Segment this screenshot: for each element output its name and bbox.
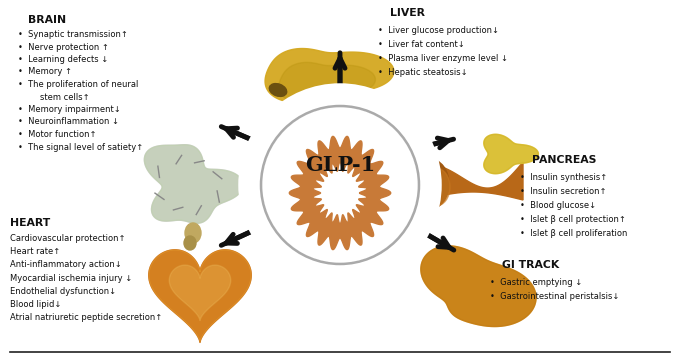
- Text: Atrial natriuretic peptide secretion↑: Atrial natriuretic peptide secretion↑: [10, 313, 163, 322]
- Text: •  Memory impairment↓: • Memory impairment↓: [18, 105, 121, 114]
- Polygon shape: [289, 136, 391, 249]
- Text: Myocardial ischemia injury ↓: Myocardial ischemia injury ↓: [10, 274, 132, 283]
- Text: •  Islet β cell protection↑: • Islet β cell protection↑: [520, 215, 626, 224]
- Text: •  Memory ↑: • Memory ↑: [18, 68, 72, 77]
- Polygon shape: [423, 162, 523, 200]
- Text: Endothelial dysfunction↓: Endothelial dysfunction↓: [10, 287, 116, 296]
- Polygon shape: [149, 250, 251, 342]
- Text: •  Gastric emptying ↓: • Gastric emptying ↓: [490, 278, 582, 287]
- Text: •  Nerve protection ↑: • Nerve protection ↑: [18, 42, 109, 51]
- Text: •  Liver fat content↓: • Liver fat content↓: [378, 40, 464, 49]
- Polygon shape: [169, 265, 231, 321]
- Text: GI TRACK: GI TRACK: [502, 260, 559, 270]
- Text: Anti-inflammatory action↓: Anti-inflammatory action↓: [10, 260, 122, 269]
- Ellipse shape: [185, 223, 201, 243]
- Text: •  Neuroinflammation ↓: • Neuroinflammation ↓: [18, 117, 119, 126]
- Ellipse shape: [269, 84, 287, 96]
- Polygon shape: [483, 134, 539, 174]
- Text: HEART: HEART: [10, 218, 50, 228]
- Text: •  Plasma liver enzyme level ↓: • Plasma liver enzyme level ↓: [378, 54, 508, 63]
- Text: •  Blood glucose↓: • Blood glucose↓: [520, 201, 596, 210]
- Ellipse shape: [422, 168, 450, 206]
- Text: GLP-1: GLP-1: [305, 155, 375, 175]
- Text: Blood lipid↓: Blood lipid↓: [10, 300, 61, 309]
- Polygon shape: [421, 246, 536, 327]
- Text: Cardiovascular protection↑: Cardiovascular protection↑: [10, 234, 126, 243]
- Text: •  Islet β cell proliferation: • Islet β cell proliferation: [520, 229, 628, 238]
- Text: •  Synaptic transmission↑: • Synaptic transmission↑: [18, 30, 128, 39]
- Text: •  Gastrointestinal peristalsis↓: • Gastrointestinal peristalsis↓: [490, 292, 619, 301]
- Text: •  Insulin secretion↑: • Insulin secretion↑: [520, 187, 607, 196]
- Text: •  The signal level of satiety↑: • The signal level of satiety↑: [18, 143, 143, 152]
- Text: •  The proliferation of neural: • The proliferation of neural: [18, 80, 138, 89]
- Text: •  Motor function↑: • Motor function↑: [18, 130, 97, 139]
- Polygon shape: [144, 145, 243, 223]
- Polygon shape: [421, 246, 536, 327]
- Text: LIVER: LIVER: [390, 8, 425, 18]
- Circle shape: [261, 106, 419, 264]
- Text: •  Insulin synthesis↑: • Insulin synthesis↑: [520, 173, 607, 182]
- Ellipse shape: [184, 236, 196, 250]
- Ellipse shape: [411, 159, 449, 209]
- Text: •  Learning defects ↓: • Learning defects ↓: [18, 55, 108, 64]
- Polygon shape: [483, 134, 539, 174]
- Polygon shape: [279, 62, 375, 103]
- Text: •  Liver glucose production↓: • Liver glucose production↓: [378, 26, 499, 35]
- Polygon shape: [144, 145, 243, 223]
- Text: BRAIN: BRAIN: [28, 15, 66, 25]
- Text: Heart rate↑: Heart rate↑: [10, 247, 61, 256]
- Polygon shape: [265, 49, 394, 103]
- Polygon shape: [149, 250, 251, 342]
- Text: stem cells↑: stem cells↑: [40, 93, 90, 102]
- Text: •  Hepatic steatosis↓: • Hepatic steatosis↓: [378, 68, 468, 77]
- Text: PANCREAS: PANCREAS: [532, 155, 596, 165]
